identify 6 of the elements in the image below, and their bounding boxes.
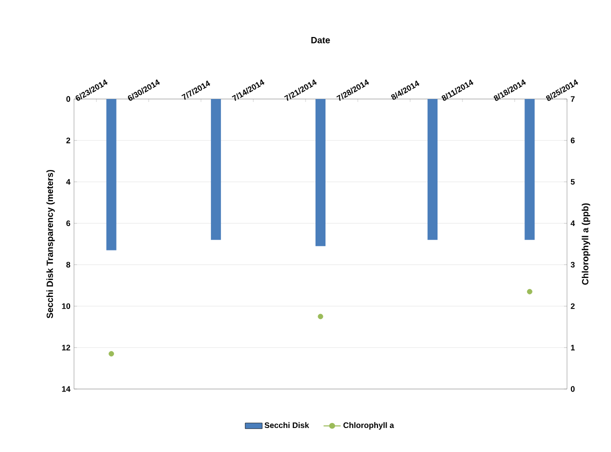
y-axis-title: Secchi Disk Transparency (meters) [46, 170, 55, 318]
point [318, 314, 324, 320]
y2-axis-title: Chlorophyll a (ppb) [582, 203, 590, 285]
point [526, 288, 532, 294]
point [108, 351, 114, 356]
x-axis-title: Date [311, 37, 330, 44]
